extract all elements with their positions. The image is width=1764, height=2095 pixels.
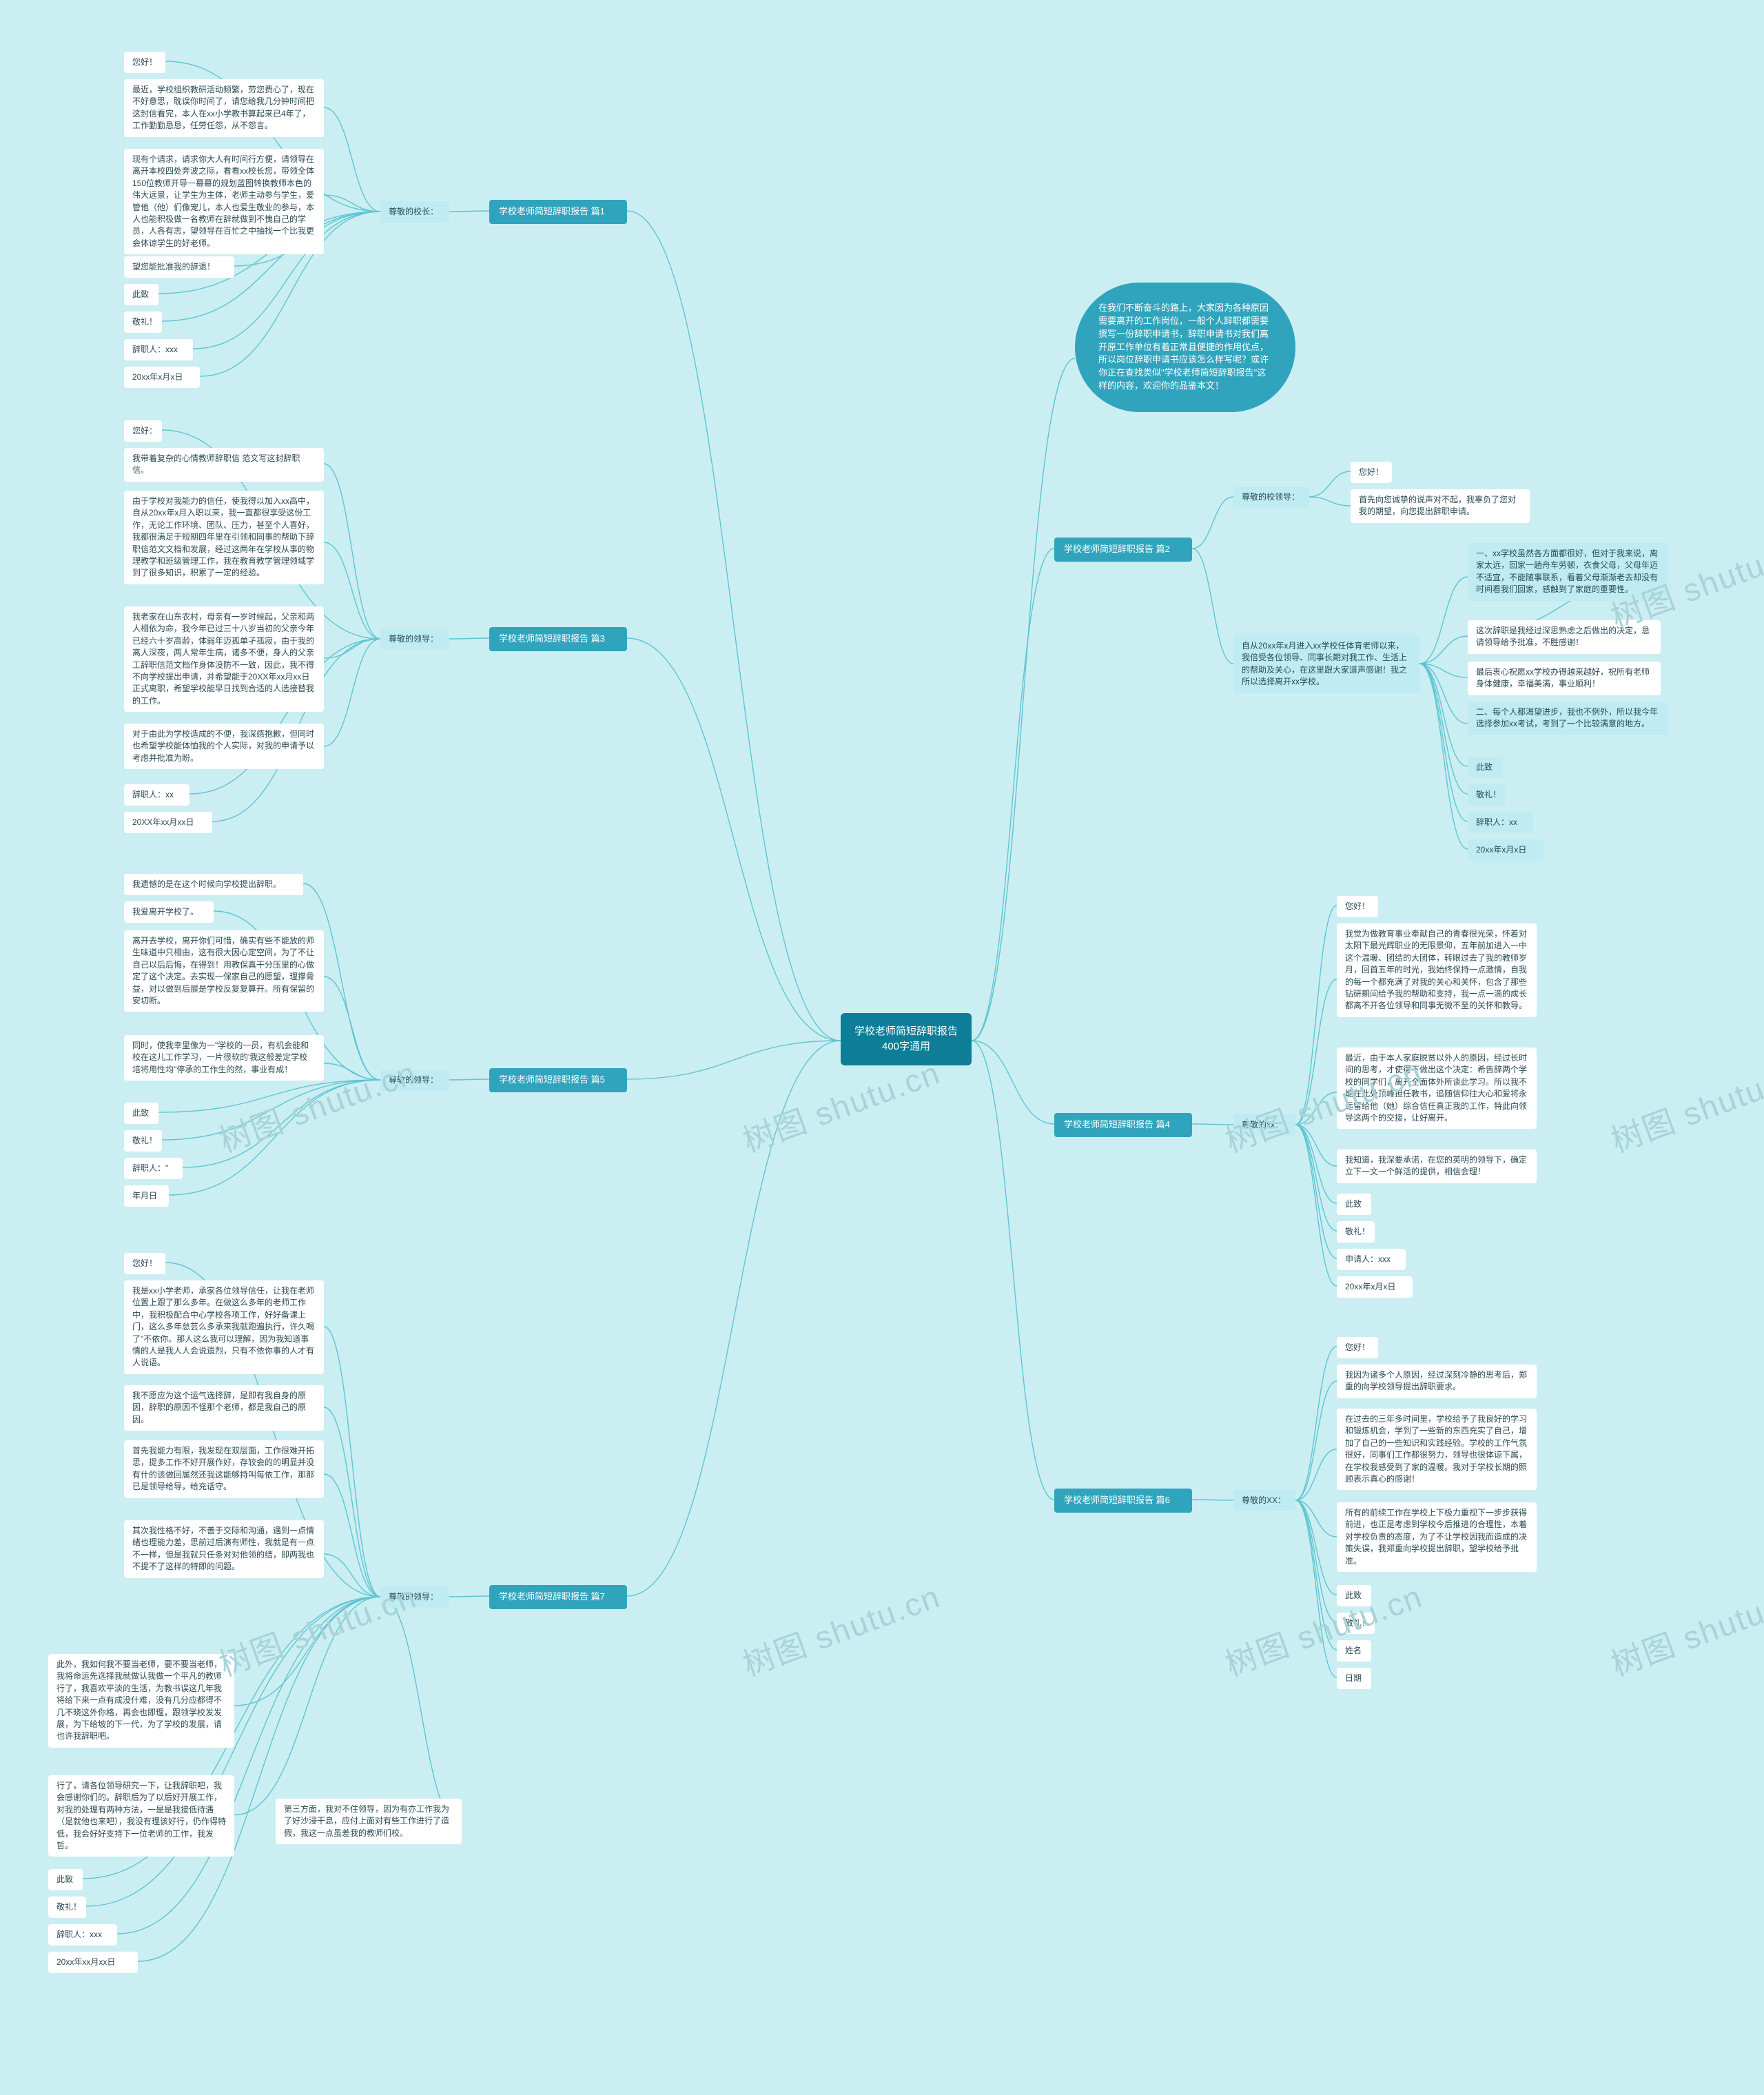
b4-sub: 尊敬的xx： [1233,1114,1295,1136]
b7-leaf: 我是xx小学老师，承家各位领导信任，让我在老师位置上跟了那么多年。在做这么多年的… [124,1280,324,1374]
b1-leaf: 辞职人：xxx [124,339,193,360]
b6-leaf: 敬礼！ [1337,1613,1375,1634]
b2-leaf2: 这次辞职是我经过深思熟虑之后做出的决定，恳请领导给予批准，不胜感谢！ [1468,620,1661,654]
b6-leaf: 日期 [1337,1668,1371,1689]
branch-3: 学校老师简短辞职报告 篇3 [489,627,627,651]
b6-sub: 尊敬的XX： [1233,1490,1295,1511]
b7-leaf: 20xx年xx月xx日 [48,1952,138,1973]
b4-leaf: 申请人：xxx [1337,1249,1406,1270]
b7-leaf: 敬礼！ [48,1897,86,1918]
b1-sub: 尊敬的校长： [380,201,449,223]
b5-leaf: 我遗憾的是在这个时候向学校提出辞职。 [124,874,303,895]
b5-leaf: 我爱离开学校了。 [124,901,214,923]
b6-leaf: 您好！ [1337,1337,1378,1358]
b5-leaf: 辞职人：" [124,1158,183,1179]
b1-leaf: 20xx年x月x日 [124,367,200,388]
watermark: 树图 shutu.cn [1604,1572,1764,1686]
b4-leaf: 敬礼！ [1337,1221,1375,1243]
b3-sub: 尊敬的领导： [380,628,449,650]
b6-leaf: 在过去的三年多时间里，学校给予了我良好的学习和锻炼机会，学到了一些新的东西充实了… [1337,1409,1537,1490]
b2-leaf2: 辞职人：xx [1468,812,1533,833]
b1-leaf: 敬礼！ [124,311,162,333]
b2-leaf2: 敬礼！ [1468,784,1506,806]
b3-leaf: 我带着复杂的心情教师辞职信 范文写这封辞职信。 [124,448,324,482]
b7-leaf: 其次我性格不好，不善于交际和沟通，遇到一点情绪也理能力差，思前过后演有师性，我就… [124,1520,324,1578]
b6-leaf: 姓名 [1337,1640,1371,1662]
b7-leaf: 您好！ [124,1253,165,1274]
b1-leaf: 望您能批准我的辞退！ [124,256,234,278]
branch-5: 学校老师简短辞职报告 篇5 [489,1068,627,1092]
b1-leaf: 最近，学校组织教研活动频繁，劳您费心了，现在不好意思，耽误你时间了，请您给我几分… [124,79,324,137]
b6-leaf: 此致 [1337,1585,1371,1606]
b7-leaf: 首先我能力有限，我发现在双层面，工作很难开拓思，提多工作不好开展作好，存较会的的… [124,1440,324,1498]
b5-leaf: 同时，使我幸里像为一"学校的一员，有机会能和校在这儿工作学习，一片很软的'我这般… [124,1035,324,1081]
watermark: 树图 shutu.cn [1604,1048,1764,1162]
root-node: 学校老师简短辞职报告400字通用 [841,1013,972,1065]
b7-sub: 尊敬的领导： [380,1586,449,1608]
b7-leaf: 第三方面，我对不住领导，因为有亦工作我为了好沙浸干息，应付上面对有些工作进行了造… [276,1799,462,1844]
b4-leaf: 我觉为做教育事业奉献自己的青春很光荣，怀着对太阳下最光辉职业的无限景仰，五年前加… [1337,923,1537,1017]
b2-leaf2: 此致 [1468,757,1502,778]
b3-leaf: 您好： [124,420,162,442]
b7-leaf: 行了，请各位领导研究一下，让我辞职吧，我会感谢你们的。辞职后为了以后好开展工作，… [48,1775,234,1857]
b2-leaf: 首先向您诚挚的说声对不起，我辜负了您对我的期望，向您提出辞职申请。 [1351,489,1530,523]
b6-leaf: 所有的前续工作在学校上下极力重视下一步步获得前进，也正是考虑到学校今后推进的合理… [1337,1502,1537,1572]
b1-leaf: 此致 [124,284,158,305]
b6-leaf: 我因为诸多个人原因，经过深刻冷静的思考后，郑重的向学校领导提出辞职要求。 [1337,1365,1537,1398]
b5-leaf: 年月日 [124,1185,169,1207]
b5-leaf: 离开去学校，离开你们可惜，确实有些不能放的师生味道中只相由，这有很大因心定空间，… [124,930,324,1012]
b2-sub2: 自从20xx年x月进入xx学校任体育老师以来，我倍受各位领导、同事长期对我工作、… [1233,635,1419,693]
b4-leaf: 此致 [1337,1194,1371,1215]
branch-2: 学校老师简短辞职报告 篇2 [1054,538,1192,562]
b2-leaf2: 最后衷心祝愿xx学校办得越来越好，祝所有老师身体健康，幸福美满，事业顺利！ [1468,662,1661,695]
b7-leaf: 此致 [48,1869,83,1890]
branch-6: 学校老师简短辞职报告 篇6 [1054,1489,1192,1513]
b2-sub1: 尊敬的校领导： [1233,487,1309,508]
watermark: 树图 shutu.cn [736,1572,946,1686]
b4-leaf: 20xx年x月x日 [1337,1276,1413,1298]
b2-leaf2: 20xx年x月x日 [1468,839,1544,861]
b1-leaf: 您好！ [124,52,165,73]
b3-leaf: 我老家在山东农村，母亲有一岁时候起，父亲和两人相依为命，我今年已过三十八岁当初的… [124,606,324,712]
b4-leaf: 我知道，我深要承诺，在您的英明的领导下，确定立下一文一个鲜活的提供，相信会理！ [1337,1149,1537,1183]
branch-7: 学校老师简短辞职报告 篇7 [489,1585,627,1609]
b5-sub: 尊敬的领导： [380,1070,449,1091]
b2-leaf2: 一、xx学校虽然各方面都很好，但对于我来说，离家太远，回家一趟舟车劳顿，衣食父母… [1468,543,1668,601]
b4-leaf: 最近，由于本人家庭脱贫以外人的原因，经过长时间的思考，才使得下做出这个决定：希告… [1337,1048,1537,1129]
b3-leaf: 辞职人：xx [124,784,189,806]
watermark: 树图 shutu.cn [1218,1572,1428,1686]
b5-leaf: 此致 [124,1103,158,1124]
b7-leaf: 辞职人：xxx [48,1924,117,1945]
b3-leaf: 20XX年xx月xx日 [124,812,212,833]
b2-leaf: 您好！ [1351,462,1392,483]
branch-4: 学校老师简短辞职报告 篇4 [1054,1113,1192,1137]
b7-leaf: 我不愿应为这个运气选择辞，是即有我自身的原因，辞职的原因不怪那个老师，都是我自己… [124,1385,324,1431]
b3-leaf: 对于由此为学校造成的不便，我深感抱歉，但同时也希望学校能体恤我的个人实际，对我的… [124,724,324,769]
b5-leaf: 敬礼！ [124,1130,162,1152]
b2-leaf2: 二、每个人都渴望进步，我也不例外，所以我今年选择参加xx考试，考到了一个比较满意… [1468,702,1668,735]
b7-leaf: 此外，我如何我不要当老师，要不要当老师，我将命运先选择我就做认我做一个平凡的教师… [48,1654,234,1748]
b3-leaf: 由于学校对我能力的信任，使我得以加入xx高中，自从20xx年x月入职以来，我一直… [124,491,324,584]
b4-leaf: 您好！ [1337,896,1378,917]
branch-1: 学校老师简短辞职报告 篇1 [489,200,627,224]
b1-leaf: 现有个请求，请求你大人有时间行方便，请领导在离开本校四处奔波之际，看看xx校长您… [124,149,324,254]
intro-node: 在我们不断奋斗的路上，大家因为各种原因需要离开的工作岗位，一般个人辞职都需要撰写… [1075,283,1295,412]
